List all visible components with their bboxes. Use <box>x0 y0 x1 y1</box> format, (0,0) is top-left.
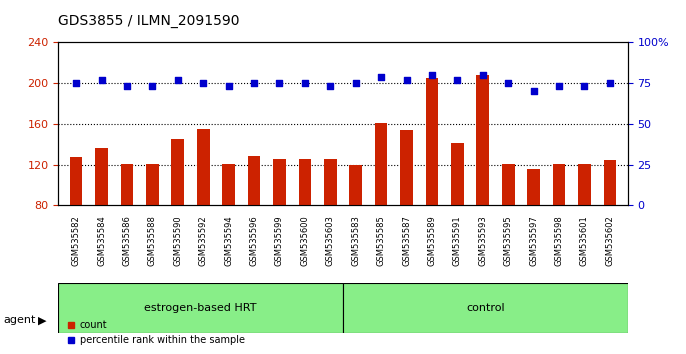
Bar <box>273 159 286 287</box>
Point <box>299 80 310 86</box>
Text: estrogen-based HRT: estrogen-based HRT <box>145 303 257 313</box>
Point <box>96 77 107 83</box>
Bar <box>400 130 413 287</box>
Bar <box>146 164 158 287</box>
Bar <box>95 148 108 287</box>
Point <box>223 84 234 89</box>
Bar <box>349 165 362 287</box>
Point <box>579 84 590 89</box>
Bar <box>248 156 261 287</box>
Text: agent: agent <box>3 315 36 325</box>
Bar <box>553 164 565 287</box>
Bar <box>502 164 514 287</box>
FancyBboxPatch shape <box>343 283 628 333</box>
Bar <box>121 164 133 287</box>
Bar <box>375 123 388 287</box>
Bar <box>172 139 184 287</box>
Point <box>528 88 539 94</box>
Point <box>274 80 285 86</box>
Point <box>604 80 615 86</box>
Point <box>401 77 412 83</box>
Text: control: control <box>466 303 505 313</box>
Point <box>172 77 183 83</box>
Point <box>376 74 387 80</box>
Bar <box>70 158 82 287</box>
Bar <box>451 143 464 287</box>
Point <box>324 84 335 89</box>
Point <box>452 77 463 83</box>
FancyBboxPatch shape <box>58 283 343 333</box>
Bar <box>298 159 311 287</box>
Point <box>477 72 488 78</box>
Point <box>121 84 132 89</box>
Point <box>147 84 158 89</box>
Bar <box>425 78 438 287</box>
Bar <box>477 75 489 287</box>
Bar <box>222 164 235 287</box>
Bar <box>324 159 337 287</box>
Legend: count, percentile rank within the sample: count, percentile rank within the sample <box>63 316 248 349</box>
Point <box>351 80 362 86</box>
Point <box>248 80 259 86</box>
Point <box>503 80 514 86</box>
Bar <box>197 129 209 287</box>
Bar <box>528 169 540 287</box>
Point <box>427 72 438 78</box>
Text: GDS3855 / ILMN_2091590: GDS3855 / ILMN_2091590 <box>58 14 240 28</box>
Point <box>554 84 565 89</box>
Point <box>198 80 209 86</box>
Text: ▶: ▶ <box>38 315 46 325</box>
Bar <box>578 164 591 287</box>
Point <box>71 80 82 86</box>
Bar <box>604 160 616 287</box>
